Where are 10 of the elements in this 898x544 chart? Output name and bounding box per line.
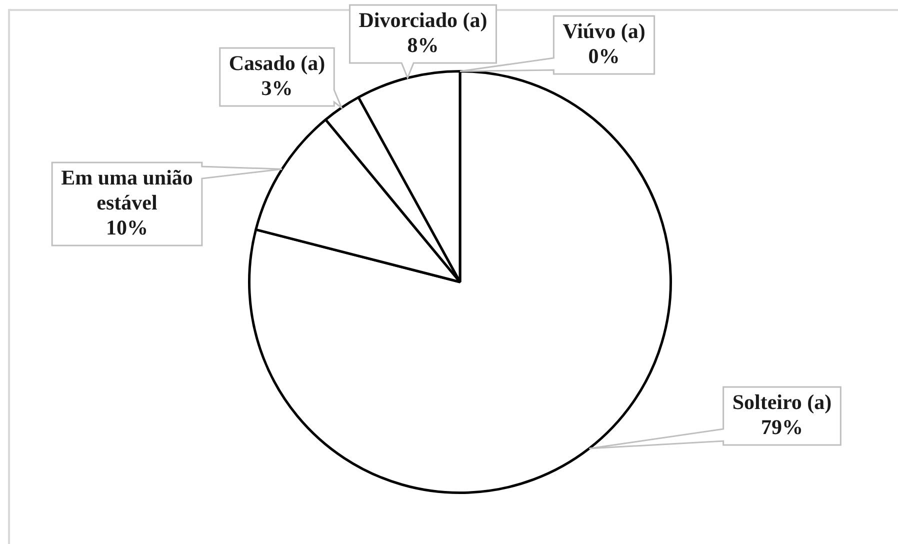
slice-label: Em uma união estável <box>61 165 193 214</box>
data-label: 10% <box>106 215 148 240</box>
slice-label: Divorciado (a) <box>358 8 488 32</box>
data-label: 79% <box>761 414 803 439</box>
data-label: 8% <box>407 32 439 57</box>
category-label: Viúvo (a) <box>562 18 646 43</box>
slice-label: Casado (a) <box>228 50 326 75</box>
slice-label: Solteiro (a) <box>732 390 832 414</box>
data-label: 3% <box>261 76 293 100</box>
text: 0% <box>588 44 620 68</box>
